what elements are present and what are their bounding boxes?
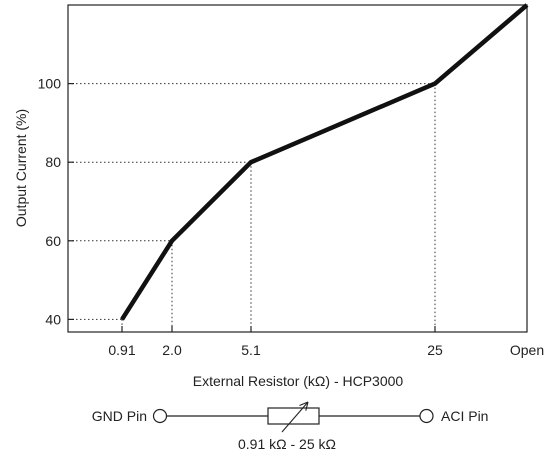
plot-frame	[67, 4, 528, 333]
aci-pin-label: ACI Pin	[441, 408, 488, 424]
gnd-pin-terminal	[152, 408, 168, 424]
variable-resistor-arrow	[281, 401, 309, 433]
circuit-diagram: GND Pin ACI Pin 0.91 kΩ - 25 kΩ	[92, 401, 488, 452]
variable-resistor	[267, 407, 320, 425]
reference-lines	[68, 83, 436, 332]
y-tick-label: 100	[38, 76, 62, 92]
x-axis-title: External Resistor (kΩ) - HCP3000	[193, 373, 404, 389]
gnd-pin-label: GND Pin	[92, 408, 147, 424]
y-tick-label: 40	[45, 311, 61, 327]
x-tick-label: 5.1	[241, 342, 261, 358]
series-group	[120, 3, 529, 321]
x-ticks: 0.91 2.0 5.1 25 Open	[108, 326, 544, 358]
arrowhead-icon	[299, 401, 309, 411]
y-tick-label: 80	[45, 154, 61, 170]
aci-pin-terminal	[419, 408, 434, 424]
x-tick-label: Open	[510, 342, 544, 358]
resistor-range-label: 0.91 kΩ - 25 kΩ	[238, 436, 336, 452]
y-ticks: 40 60 80 100	[38, 76, 74, 327]
x-tick-label: 2.0	[162, 342, 182, 358]
series-line	[120, 3, 529, 321]
y-tick-label: 60	[45, 233, 61, 249]
y-axis-title: Output Current (%)	[13, 109, 29, 227]
x-tick-label: 0.91	[108, 342, 135, 358]
x-tick-label: 25	[427, 342, 443, 358]
